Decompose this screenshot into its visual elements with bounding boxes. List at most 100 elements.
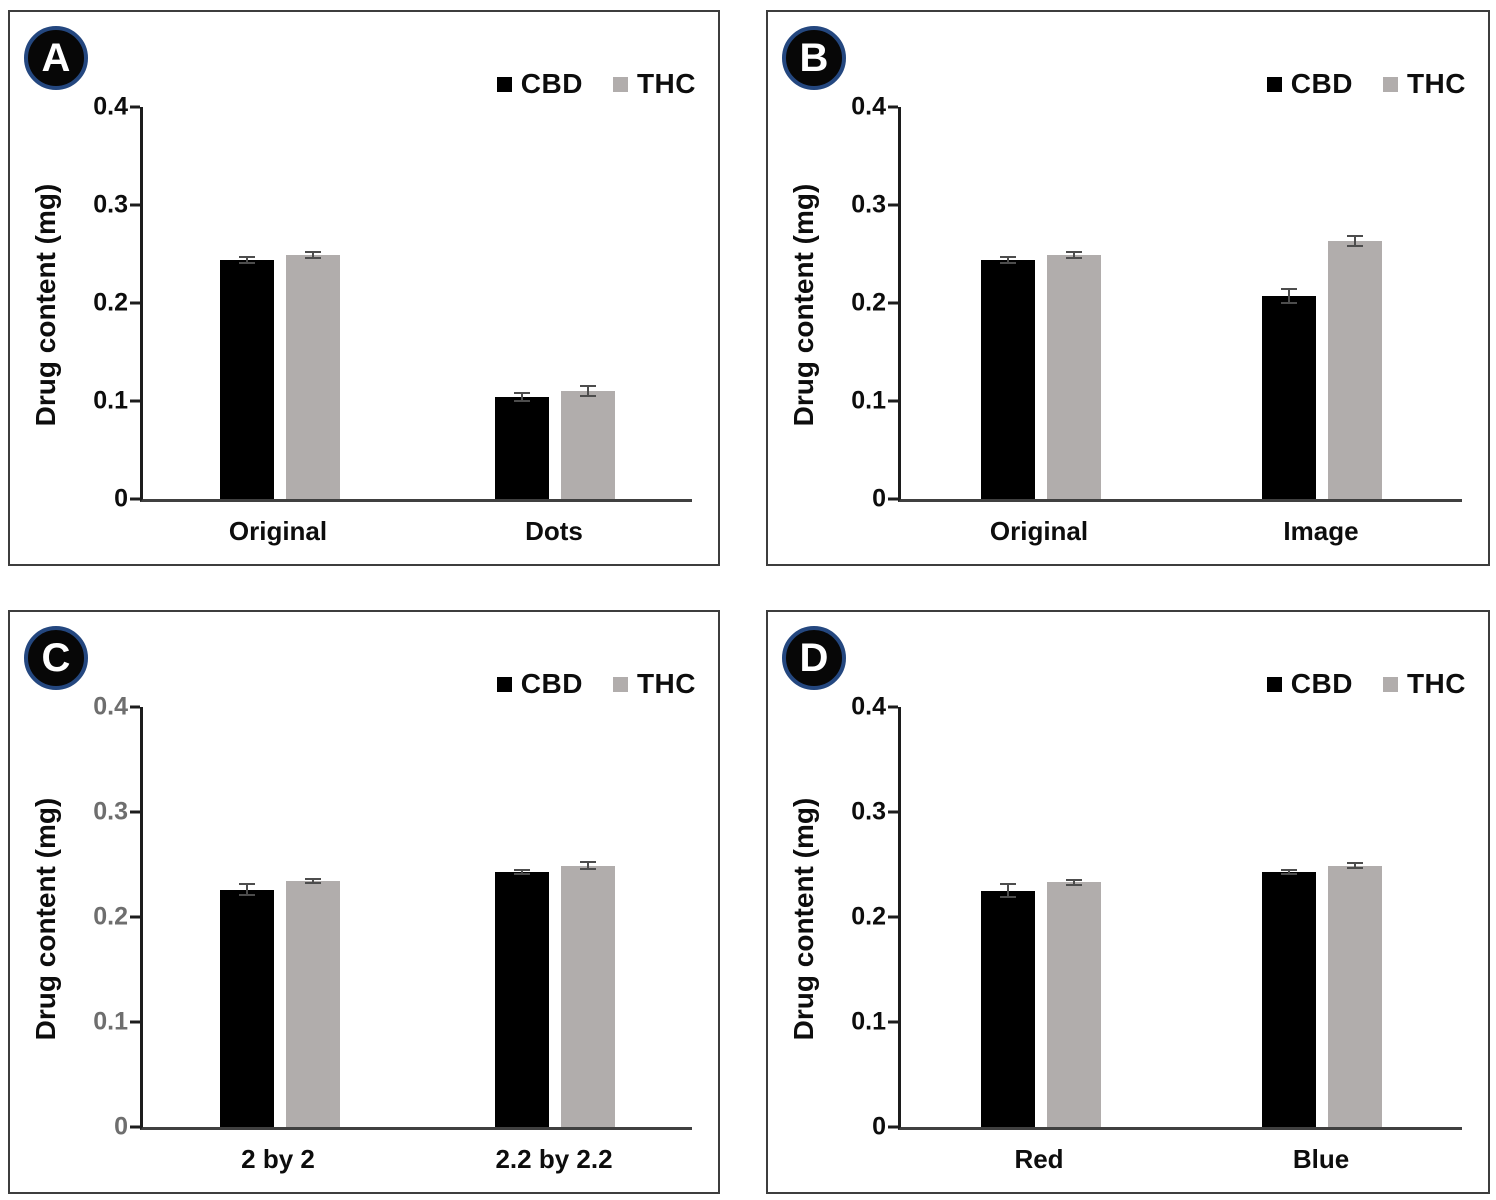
error-bar <box>305 251 322 259</box>
error-bar <box>1066 879 1083 886</box>
y-tick-label: 0.2 <box>93 288 128 317</box>
x-axis-labels: Red Blue <box>898 1144 1462 1175</box>
y-axis-tick <box>130 810 140 814</box>
thc-bar <box>1327 241 1382 499</box>
error-bar-line <box>1073 253 1076 257</box>
error-bar <box>579 861 596 870</box>
y-tick-label: 0.1 <box>93 386 128 415</box>
y-tick-label: 0.1 <box>851 1007 886 1036</box>
y-axis-title: Drug content (mg) <box>30 797 61 1040</box>
error-bar-line <box>1353 864 1356 867</box>
y-axis-tick <box>130 1020 140 1024</box>
y-axis-tick <box>130 1125 140 1129</box>
y-axis-tick <box>130 203 140 207</box>
error-bar <box>1346 862 1363 869</box>
y-axis-tick <box>130 497 140 501</box>
y-tick-label: 0.3 <box>93 797 128 826</box>
x-category-label: Dots <box>525 516 583 546</box>
bar-group-0 <box>901 107 1182 499</box>
y-axis-tick <box>888 301 898 305</box>
thc-swatch-icon <box>1382 676 1398 692</box>
thc-bar <box>286 254 341 499</box>
thc-bar <box>1047 882 1102 1127</box>
error-bar-line <box>586 863 589 868</box>
panel-d-badge: D <box>782 626 846 690</box>
y-axis-tick <box>888 915 898 919</box>
bar-group-0 <box>143 707 418 1127</box>
legend-item-cbd: CBD <box>496 668 583 700</box>
legend-item-cbd: CBD <box>1266 668 1353 700</box>
y-tick-label: 0.2 <box>851 902 886 931</box>
x-axis-labels: Original Image <box>898 516 1462 547</box>
error-bar-line <box>1287 290 1290 302</box>
plot-area-a: 0 0.1 0.2 0.3 0.4 <box>93 94 692 511</box>
error-bar-line <box>246 885 249 894</box>
panel-c-letter: C <box>41 636 71 680</box>
cbd-swatch-icon <box>496 76 512 92</box>
cbd-swatch-icon <box>1266 76 1282 92</box>
y-tick-label: 0.3 <box>851 190 886 219</box>
error-bar <box>1000 255 1017 264</box>
thc-bar <box>1327 865 1382 1127</box>
y-axis-tick <box>888 497 898 501</box>
error-bar-line <box>312 880 315 883</box>
y-tick-label: 0.3 <box>851 797 886 826</box>
bar-slot <box>1261 707 1316 1127</box>
thc-bar <box>1047 254 1102 499</box>
panel-a: A CBD THC Drug content (mg) 0 0.1 0.2 0.3 0.4 Ori… <box>8 10 720 566</box>
bar-slot <box>286 107 341 499</box>
x-axis-labels: 2 by 2 2.2 by 2.2 <box>140 1144 692 1175</box>
panel-b-badge: B <box>782 26 846 90</box>
cbd-bar <box>220 259 275 499</box>
bar-slot <box>1047 707 1102 1127</box>
error-bar-line <box>1287 870 1290 873</box>
y-axis-tick <box>888 1125 898 1129</box>
y-axis-title: Drug content (mg) <box>30 183 61 426</box>
thc-bar <box>560 865 615 1127</box>
bar-slot <box>494 707 549 1127</box>
y-axis-tick <box>130 105 140 109</box>
x-category-label: Original <box>228 516 328 546</box>
bar-slot <box>560 707 615 1127</box>
thc-swatch-icon <box>612 676 628 692</box>
plot-area-c: 0 0.1 0.2 0.3 0.4 <box>93 694 693 1139</box>
y-axis-tick <box>888 705 898 709</box>
y-axis-title: Drug content (mg) <box>788 183 819 426</box>
error-bar <box>305 878 322 885</box>
legend-label-cbd: CBD <box>1290 68 1353 99</box>
y-tick-label: 0 <box>114 484 128 513</box>
panel-a-badge: A <box>24 26 88 90</box>
x-axis-labels: Original Dots <box>140 516 692 547</box>
error-bar-line <box>1007 257 1010 262</box>
error-bar <box>513 392 530 402</box>
legend-label-thc: THC <box>1406 68 1466 99</box>
cbd-bar <box>981 259 1036 499</box>
bar-slot <box>286 707 341 1127</box>
y-tick-label: 0.3 <box>93 190 128 219</box>
legend-item-cbd: CBD <box>496 68 583 100</box>
bar-slot <box>220 707 275 1127</box>
bar-slot <box>1327 107 1382 499</box>
bar-group-0 <box>143 107 418 499</box>
bar-slot <box>220 107 275 499</box>
bar-slot <box>981 107 1036 499</box>
cbd-bar <box>220 889 275 1127</box>
panel-b: B CBD THC Drug content (mg) 0 0.1 0.2 0.3 0.4 Ori… <box>766 10 1490 566</box>
error-bar <box>1000 883 1017 899</box>
y-axis-title: Drug content (mg) <box>788 797 819 1040</box>
error-bar-line <box>586 387 589 396</box>
bar-group-1 <box>418 707 693 1127</box>
legend-item-thc: THC <box>1382 668 1466 700</box>
cbd-bar <box>494 397 549 499</box>
y-tick-label: 0.2 <box>93 902 128 931</box>
legend-label-cbd: CBD <box>1290 668 1353 699</box>
error-bar-line <box>312 253 315 257</box>
panel-d-letter: D <box>799 636 829 680</box>
panel-c-badge: C <box>24 626 88 690</box>
error-bar <box>1280 868 1297 875</box>
thc-swatch-icon <box>1382 76 1398 92</box>
bar-slot <box>981 707 1036 1127</box>
bar-slot <box>1261 107 1316 499</box>
cbd-bar <box>1261 871 1316 1127</box>
x-category-label: Original <box>989 516 1089 546</box>
